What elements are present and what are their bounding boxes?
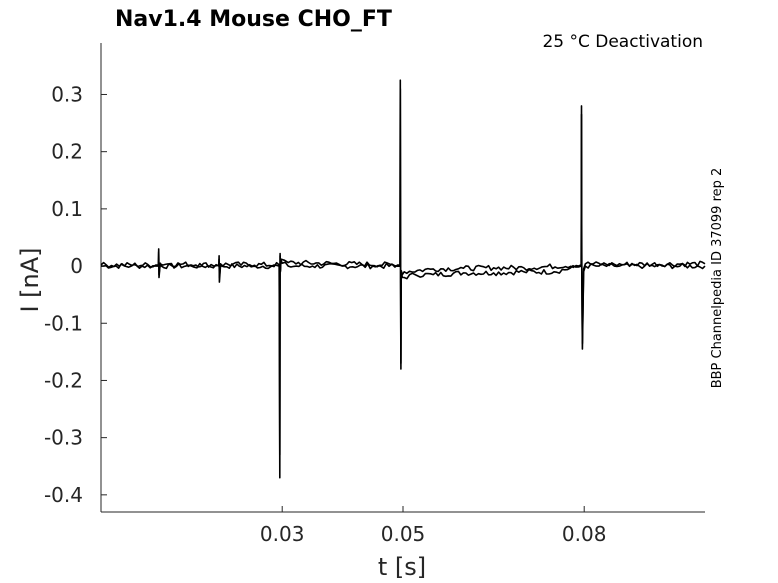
y-tick-label: 0 <box>70 254 83 278</box>
y-tick-label: -0.4 <box>44 483 83 507</box>
y-axis-label: I [nA] <box>16 247 44 312</box>
y-tick-label: -0.1 <box>44 311 83 335</box>
x-tick-label: 0.08 <box>562 522 607 546</box>
trace-line-2 <box>100 88 706 456</box>
x-axis-label: t [s] <box>378 553 426 581</box>
x-tick-label: 0.03 <box>260 522 305 546</box>
plot-area <box>100 79 706 479</box>
chart-subtitle: 25 °C Deactivation <box>542 32 703 52</box>
side-label: BBP Channelpedia ID 37099 rep 2 <box>710 168 725 389</box>
y-tick-label: -0.3 <box>44 426 83 450</box>
x-tick-label: 0.05 <box>381 522 426 546</box>
y-tick-label: 0.1 <box>51 197 83 221</box>
y-tick-label: 0.3 <box>51 82 83 106</box>
y-tick-label: 0.2 <box>51 140 83 164</box>
trace-line-1 <box>101 79 706 479</box>
y-tick-label: -0.2 <box>44 368 83 392</box>
tick-labels: 0.3 0.2 0.1 0 -0.1 -0.2 -0.3 -0.4 0.03 0.05 0.08 <box>44 82 606 546</box>
chart-title: Nav1.4 Mouse CHO_FT <box>115 7 392 32</box>
